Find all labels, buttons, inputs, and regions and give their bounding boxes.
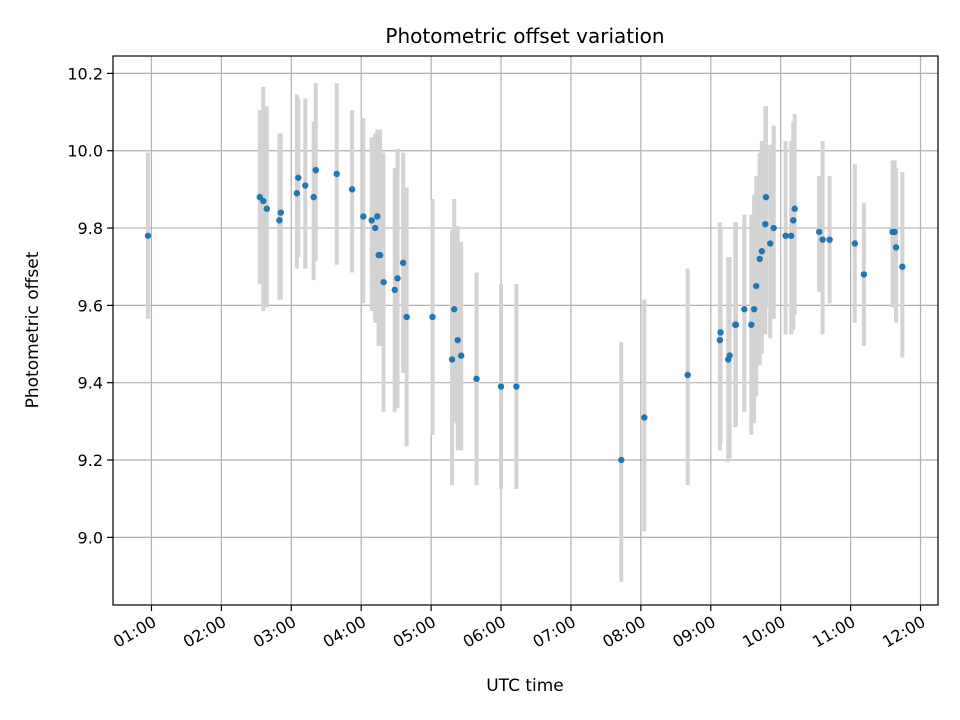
data-point xyxy=(770,224,777,232)
data-point xyxy=(750,306,758,313)
data-point xyxy=(497,383,505,390)
data-point xyxy=(741,306,748,313)
data-point xyxy=(473,375,480,383)
y-axis: 9.0 9.2 9.4 9.6 9.8 10.0 10.2 xyxy=(67,64,113,547)
data-point xyxy=(450,306,458,313)
data-point xyxy=(263,205,271,212)
grid xyxy=(113,56,938,605)
data-point xyxy=(748,321,755,328)
data-point xyxy=(302,182,309,189)
y-tick-label: 9.8 xyxy=(78,219,103,238)
data-point xyxy=(717,329,724,336)
data-point xyxy=(360,213,367,220)
data-point xyxy=(787,232,795,239)
y-tick-label: 9.6 xyxy=(78,296,103,315)
y-axis-label: Photometric offset xyxy=(23,251,43,408)
data-point xyxy=(144,232,152,239)
data-point xyxy=(380,278,387,286)
data-point xyxy=(819,236,826,243)
data-point xyxy=(371,224,379,232)
y-tick-label: 10.2 xyxy=(67,64,103,83)
data-point xyxy=(782,232,789,239)
data-point xyxy=(374,213,381,220)
data-point xyxy=(454,336,461,344)
data-point xyxy=(892,244,900,251)
data-point xyxy=(618,456,625,464)
data-point xyxy=(758,248,766,255)
y-tick-label: 9.0 xyxy=(78,528,103,547)
plot-frame xyxy=(112,55,939,606)
data-point xyxy=(716,336,724,344)
data-point xyxy=(429,313,436,321)
data-point xyxy=(513,383,520,390)
data-point xyxy=(277,209,284,216)
data-point xyxy=(726,352,733,359)
y-tick-label: 9.4 xyxy=(78,374,103,393)
data-point xyxy=(399,259,407,267)
data-point xyxy=(376,251,384,259)
data-point xyxy=(641,414,648,421)
data-point xyxy=(753,282,760,290)
data-point xyxy=(899,263,906,270)
data-point xyxy=(293,190,301,197)
data-point xyxy=(391,286,398,294)
data-point xyxy=(790,217,797,224)
data-point xyxy=(851,240,859,247)
data-point xyxy=(732,321,740,328)
data-point xyxy=(762,220,769,228)
data-point xyxy=(312,166,319,174)
data-point xyxy=(457,352,465,359)
data-point xyxy=(791,205,798,212)
data-point xyxy=(310,193,317,201)
y-tick-label: 9.2 xyxy=(78,451,103,470)
data-point xyxy=(276,217,283,224)
data-point xyxy=(394,275,401,282)
data-point xyxy=(891,228,898,236)
data-point xyxy=(368,217,375,224)
data-point xyxy=(403,313,410,321)
data-points xyxy=(144,166,906,464)
data-point xyxy=(815,228,823,236)
chart-title: Photometric offset variation xyxy=(385,24,664,48)
data-point xyxy=(756,255,763,263)
data-point xyxy=(295,174,302,181)
data-point xyxy=(767,240,774,247)
x-axis-label: UTC time xyxy=(486,676,564,696)
data-point xyxy=(333,170,340,178)
data-point xyxy=(860,271,868,278)
data-point xyxy=(826,236,833,243)
data-point xyxy=(260,197,267,205)
data-point xyxy=(684,371,691,379)
data-point xyxy=(448,356,456,363)
data-point xyxy=(348,186,356,193)
y-tick-label: 10.0 xyxy=(67,142,103,161)
data-point xyxy=(762,193,770,201)
